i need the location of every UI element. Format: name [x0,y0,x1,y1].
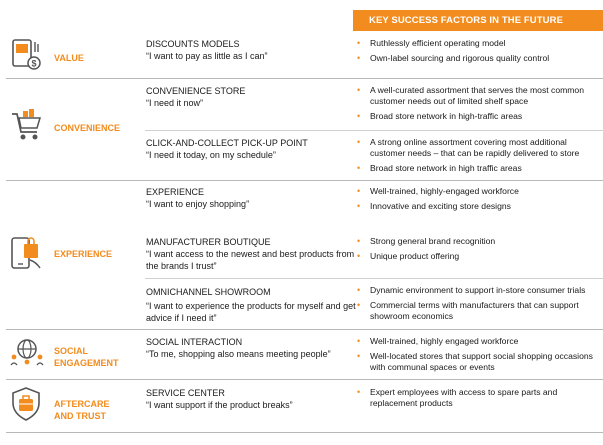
bullet-icon: • [357,201,361,211]
bullet-icon: • [357,38,361,48]
category-divider [6,78,603,79]
bullet-icon: • [357,53,361,63]
model-click-and-collect: CLICK-AND-COLLECT PICK-UP POINT “I need … [146,137,356,161]
category-label-value: VALUE [54,53,84,63]
factor-item: • Well-trained, highly-engaged workforce [357,186,519,196]
bullet-icon: • [357,186,361,196]
model-quote: “I want to pay as little as I can” [146,51,268,61]
factors-service-center: • Expert employees with access to spare p… [355,387,600,413]
wallet-money-icon: $ [10,38,42,74]
category-divider [6,180,603,181]
model-discounts: DISCOUNTS MODELS “I want to pay as littl… [146,38,356,62]
key-success-factors-header: KEY SUCCESS FACTORS IN THE FUTURE [353,10,603,31]
factor-item: • Unique product offering [357,251,460,261]
factor-item: • Commercial terms with manufacturers tha… [357,300,579,321]
factor-item: • Broad store network in high-traffic are… [357,111,523,121]
model-title: SERVICE CENTER [146,388,225,398]
bullet-icon: • [357,111,361,121]
factor-item: • Own-label sourcing and rigorous quality… [357,53,550,63]
mobile-shopping-icon [10,236,42,272]
factor-item: • Broad store network in high traffic are… [357,163,522,173]
model-omnichannel-showroom: OMNICHANNEL SHOWROOM “I want to experien… [146,286,356,324]
bullet-icon: • [357,251,361,261]
factor-item: • Ruthlessly efficient operating model [357,38,506,48]
bullet-icon: • [357,85,361,95]
model-divider [145,278,603,279]
model-quote: “I want access to the newest and best pr… [146,249,355,271]
category-label-convenience: CONVENIENCE [54,123,121,133]
category-label-experience: EXPERIENCE [54,249,113,259]
category-label-social-engagement: SOCIAL ENGAGEMENT [54,346,119,368]
category-divider [6,329,603,330]
factor-item: • Well-trained, highly engaged workforce [357,336,519,346]
factor-item: • A well-curated assortment that serves t… [357,85,584,106]
category-divider [6,432,603,433]
bullet-icon: • [357,285,361,295]
model-title: CLICK-AND-COLLECT PICK-UP POINT [146,138,308,148]
model-title: SOCIAL INTERACTION [146,337,243,347]
bullet-icon: • [357,236,361,246]
factor-item: • Expert employees with access to spare p… [357,387,558,408]
factors-social-interaction: • Well-trained, highly engaged workforce … [355,336,600,377]
factors-experience: • Well-trained, highly-engaged workforce … [355,186,600,216]
model-service-center: SERVICE CENTER “I want support if the pr… [146,387,356,411]
category-divider [6,379,603,380]
factors-discounts: • Ruthlessly efficient operating model • O… [355,38,600,68]
model-quote: “I need it today, on my schedule” [146,150,276,160]
factors-manufacturer-boutique: • Strong general brand recognition • Uniqu… [355,236,600,266]
model-title: OMNICHANNEL SHOWROOM [146,287,271,297]
bullet-icon: • [357,300,361,310]
factor-item: • Strong general brand recognition [357,236,496,246]
bullet-icon: • [357,351,361,361]
category-label-aftercare-and-trust: AFTERCARE AND TRUST [54,399,110,421]
shield-service-icon [10,386,42,422]
model-quote: “I want support if the product breaks” [146,400,293,410]
bullet-icon: • [357,387,361,397]
svg-text:$: $ [31,59,36,69]
shopping-cart-icon [10,108,42,144]
factor-item: • A strong online assortment covering mos… [357,137,580,158]
model-quote: “I need it now” [146,98,204,108]
factors-omnichannel-showroom: • Dynamic environment to support in-store… [355,285,600,326]
bullet-icon: • [357,336,361,346]
factors-convenience-store: • A well-curated assortment that serves t… [355,85,600,126]
model-experience: EXPERIENCE “I want to enjoy shopping” [146,186,356,210]
model-divider [145,130,603,131]
model-title: EXPERIENCE [146,187,205,197]
factor-item: • Dynamic environment to support in-store… [357,285,586,295]
model-quote: “To me, shopping also means meeting peop… [146,349,331,359]
model-convenience-store: CONVENIENCE STORE “I need it now” [146,85,356,109]
bullet-icon: • [357,137,361,147]
globe-people-icon [10,335,44,371]
model-title: CONVENIENCE STORE [146,86,246,96]
factors-click-and-collect: • A strong online assortment covering mos… [355,137,600,178]
factor-item: • Innovative and exciting store designs [357,201,511,211]
model-quote: “I want to enjoy shopping” [146,199,250,209]
model-manufacturer-boutique: MANUFACTURER BOUTIQUE “I want access to … [146,236,356,272]
model-title: DISCOUNTS MODELS [146,39,240,49]
model-title: MANUFACTURER BOUTIQUE [146,237,271,247]
bullet-icon: • [357,163,361,173]
factor-item: • Well-located stores that support social… [357,351,593,372]
model-social-interaction: SOCIAL INTERACTION “To me, shopping also… [146,336,356,360]
model-quote: “I want to experience the products for m… [146,301,356,323]
